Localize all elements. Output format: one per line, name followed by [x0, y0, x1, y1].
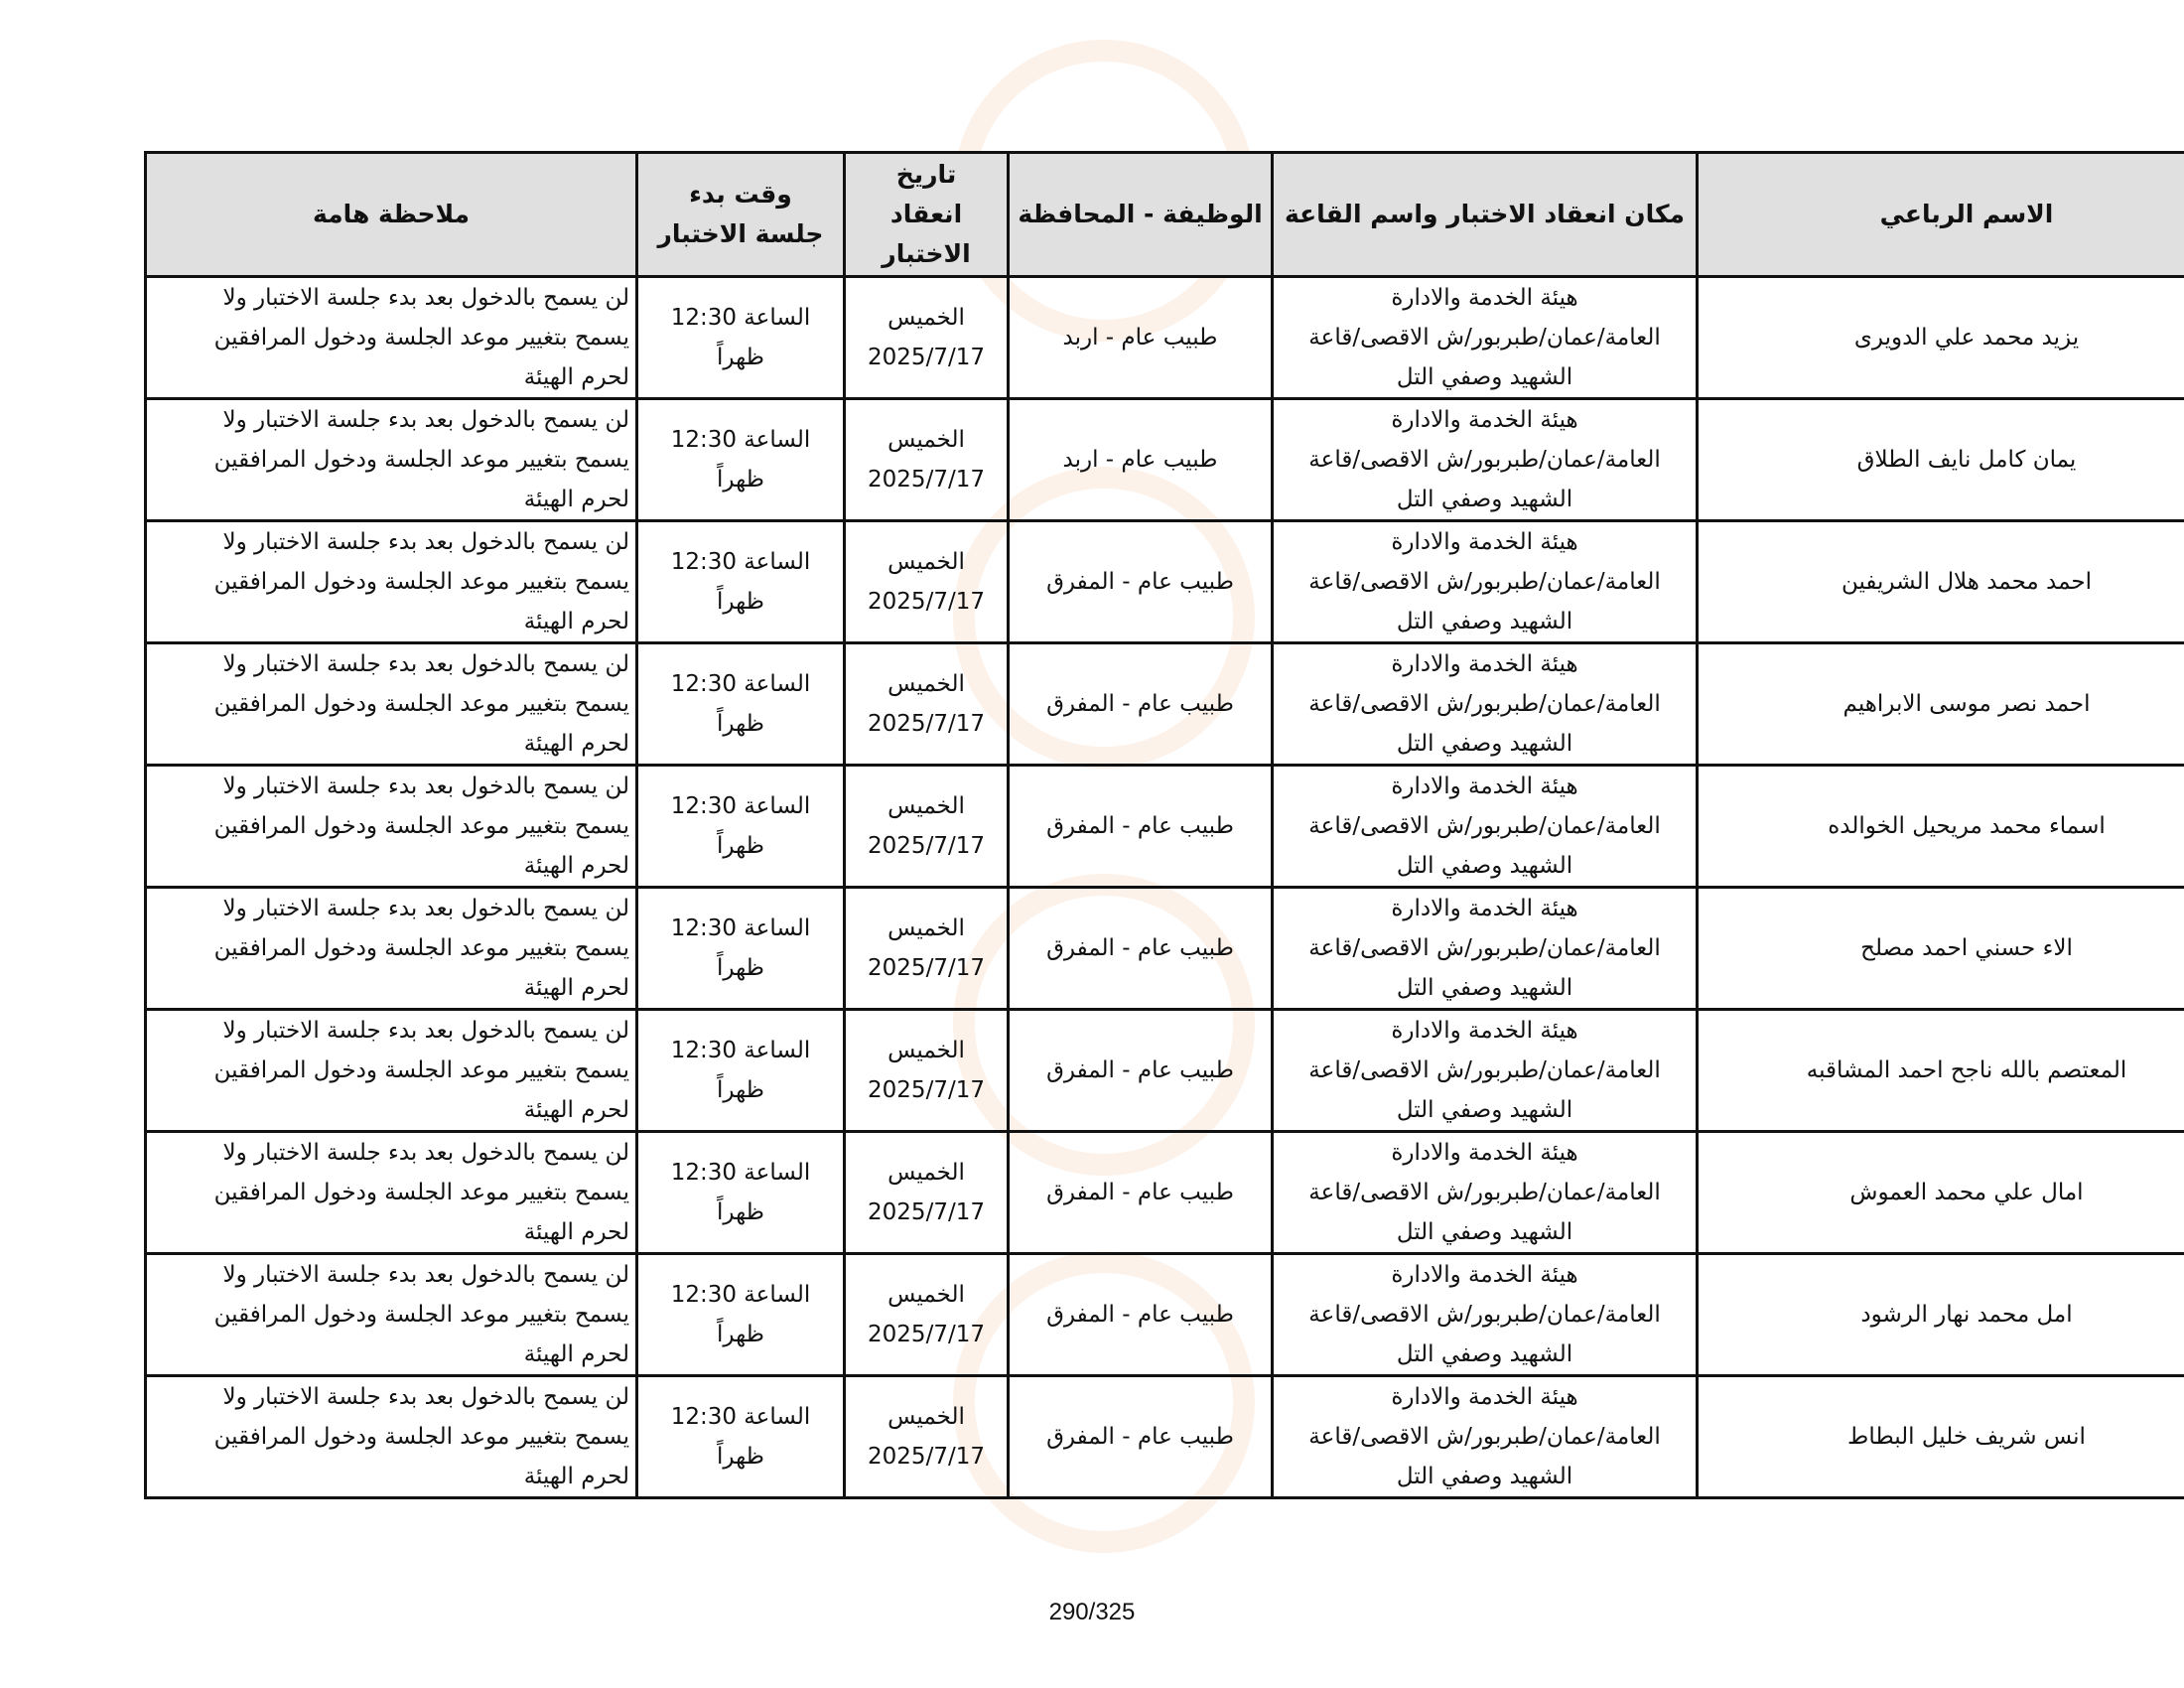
header-time: وقت بدء جلسة الاختبار [635, 151, 846, 278]
header-note: ملاحظة هامة [144, 151, 638, 278]
table-row: احمد نصر موسى الابراهيم هيئة الخدمة والاد… [144, 641, 2184, 767]
cell-place: هيئة الخدمة والادارة العامة/عمان/طبربور/… [1271, 886, 1699, 1011]
cell-name: الاء حسني احمد مصلح [1696, 886, 2184, 1011]
cell-note: لن يسمح بالدخول بعد بدء جلسة الاختبار ول… [144, 519, 638, 644]
cell-name: احمد نصر موسى الابراهيم [1696, 641, 2184, 767]
cell-job: طبيب عام - المفرق [1007, 1252, 1274, 1377]
cell-job: طبيب عام - المفرق [1007, 1008, 1274, 1133]
cell-date: الخميس 2025/7/17 [843, 1374, 1010, 1499]
cell-name: يمان كامل نايف الطلاق [1696, 397, 2184, 522]
cell-date: الخميس 2025/7/17 [843, 1252, 1010, 1377]
table-header-row: الاسم الرباعي مكان انعقاد الاختبار واسم … [144, 151, 2184, 278]
cell-name: امل محمد نهار الرشود [1696, 1252, 2184, 1377]
cell-job: طبيب عام - المفرق [1007, 764, 1274, 889]
cell-date: الخميس 2025/7/17 [843, 1008, 1010, 1133]
cell-job: طبيب عام - المفرق [1007, 1374, 1274, 1499]
cell-date: الخميس 2025/7/17 [843, 519, 1010, 644]
candidates-table: الاسم الرباعي مكان انعقاد الاختبار واسم … [144, 151, 2184, 1499]
cell-name: احمد محمد هلال الشريفين [1696, 519, 2184, 644]
cell-date: الخميس 2025/7/17 [843, 397, 1010, 522]
header-place: مكان انعقاد الاختبار واسم القاعة [1271, 151, 1699, 278]
cell-place: هيئة الخدمة والادارة العامة/عمان/طبربور/… [1271, 641, 1699, 767]
cell-name: المعتصم بالله ناجح احمد المشاقبه [1696, 1008, 2184, 1133]
table-row: المعتصم بالله ناجح احمد المشاقبه هيئة الخ… [144, 1008, 2184, 1133]
cell-job: طبيب عام - المفرق [1007, 641, 1274, 767]
page-number: 290/325 [1048, 1599, 1136, 1625]
table-row: الاء حسني احمد مصلح هيئة الخدمة والادارة … [144, 886, 2184, 1011]
cell-job: طبيب عام - اربد [1007, 275, 1274, 400]
cell-place: هيئة الخدمة والادارة العامة/عمان/طبربور/… [1271, 397, 1699, 522]
cell-date: الخميس 2025/7/17 [843, 641, 1010, 767]
table-row: احمد محمد هلال الشريفين هيئة الخدمة والاد… [144, 519, 2184, 644]
cell-date: الخميس 2025/7/17 [843, 764, 1010, 889]
cell-note: لن يسمح بالدخول بعد بدء جلسة الاختبار ول… [144, 275, 638, 400]
cell-note: لن يسمح بالدخول بعد بدء جلسة الاختبار ول… [144, 1130, 638, 1255]
cell-date: الخميس 2025/7/17 [843, 1130, 1010, 1255]
cell-note: لن يسمح بالدخول بعد بدء جلسة الاختبار ول… [144, 397, 638, 522]
table-row: امال علي محمد العموش هيئة الخدمة والادارة… [144, 1130, 2184, 1255]
cell-place: هيئة الخدمة والادارة العامة/عمان/طبربور/… [1271, 764, 1699, 889]
cell-time: الساعة 12:30 ظهراً [635, 1374, 846, 1499]
table-row: انس شريف خليل البطاط هيئة الخدمة والادارة… [144, 1374, 2184, 1499]
cell-name: يزيد محمد علي الدويرى [1696, 275, 2184, 400]
header-name: الاسم الرباعي [1696, 151, 2184, 278]
cell-time: الساعة 12:30 ظهراً [635, 275, 846, 400]
cell-place: هيئة الخدمة والادارة العامة/عمان/طبربور/… [1271, 1252, 1699, 1377]
header-date: تاريخ انعقاد الاختبار [843, 151, 1010, 278]
cell-time: الساعة 12:30 ظهراً [635, 764, 846, 889]
cell-job: طبيب عام - المفرق [1007, 519, 1274, 644]
cell-name: انس شريف خليل البطاط [1696, 1374, 2184, 1499]
table-row: امل محمد نهار الرشود هيئة الخدمة والادارة… [144, 1252, 2184, 1377]
cell-name: امال علي محمد العموش [1696, 1130, 2184, 1255]
cell-note: لن يسمح بالدخول بعد بدء جلسة الاختبار ول… [144, 1008, 638, 1133]
cell-name: اسماء محمد مريحيل الخوالده [1696, 764, 2184, 889]
cell-note: لن يسمح بالدخول بعد بدء جلسة الاختبار ول… [144, 1374, 638, 1499]
table-row: يزيد محمد علي الدويرى هيئة الخدمة والادار… [144, 275, 2184, 400]
cell-place: هيئة الخدمة والادارة العامة/عمان/طبربور/… [1271, 1130, 1699, 1255]
cell-time: الساعة 12:30 ظهراً [635, 886, 846, 1011]
cell-job: طبيب عام - اربد [1007, 397, 1274, 522]
cell-date: الخميس 2025/7/17 [843, 275, 1010, 400]
cell-job: طبيب عام - المفرق [1007, 886, 1274, 1011]
cell-note: لن يسمح بالدخول بعد بدء جلسة الاختبار ول… [144, 1252, 638, 1377]
cell-time: الساعة 12:30 ظهراً [635, 641, 846, 767]
cell-place: هيئة الخدمة والادارة العامة/عمان/طبربور/… [1271, 519, 1699, 644]
cell-place: هيئة الخدمة والادارة العامة/عمان/طبربور/… [1271, 1374, 1699, 1499]
cell-time: الساعة 12:30 ظهراً [635, 1252, 846, 1377]
cell-place: هيئة الخدمة والادارة العامة/عمان/طبربور/… [1271, 1008, 1699, 1133]
header-job: الوظيفة - المحافظة [1007, 151, 1274, 278]
cell-note: لن يسمح بالدخول بعد بدء جلسة الاختبار ول… [144, 641, 638, 767]
cell-time: الساعة 12:30 ظهراً [635, 1130, 846, 1255]
cell-note: لن يسمح بالدخول بعد بدء جلسة الاختبار ول… [144, 886, 638, 1011]
cell-place: هيئة الخدمة والادارة العامة/عمان/طبربور/… [1271, 275, 1699, 400]
cell-note: لن يسمح بالدخول بعد بدء جلسة الاختبار ول… [144, 764, 638, 889]
cell-time: الساعة 12:30 ظهراً [635, 1008, 846, 1133]
cell-date: الخميس 2025/7/17 [843, 886, 1010, 1011]
table-row: اسماء محمد مريحيل الخوالده هيئة الخدمة وا… [144, 764, 2184, 889]
cell-time: الساعة 12:30 ظهراً [635, 519, 846, 644]
cell-time: الساعة 12:30 ظهراً [635, 397, 846, 522]
table-row: يمان كامل نايف الطلاق هيئة الخدمة والادار… [144, 397, 2184, 522]
cell-job: طبيب عام - المفرق [1007, 1130, 1274, 1255]
